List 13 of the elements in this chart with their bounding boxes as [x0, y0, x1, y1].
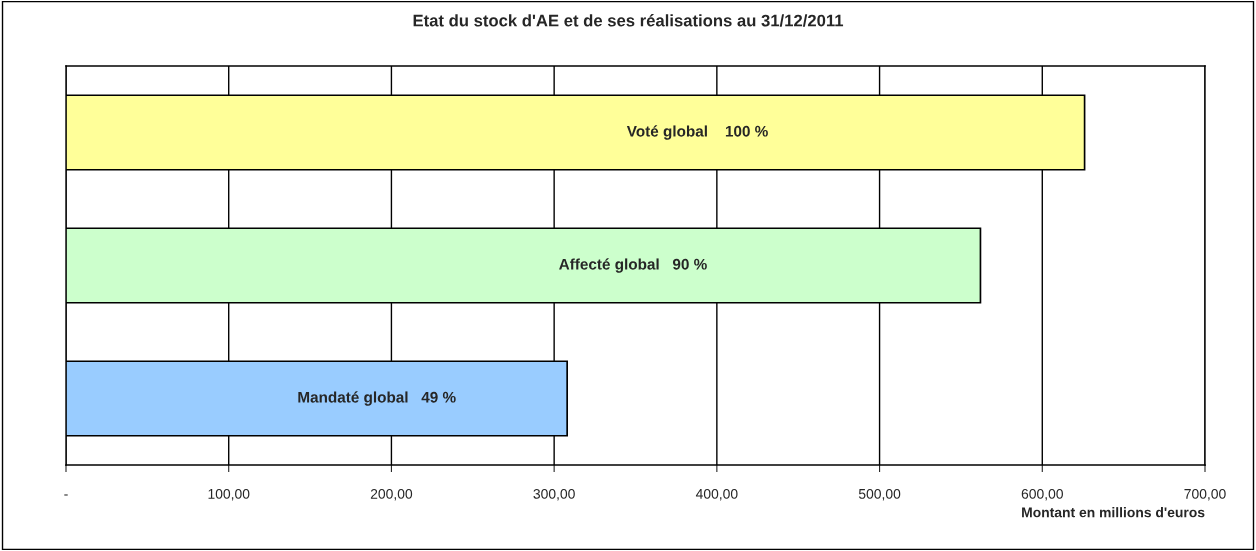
- x-tick-label: 200,00: [370, 488, 413, 501]
- chart-title: Etat du stock d'AE et de ses réalisations au 31/12/2011: [413, 14, 844, 27]
- x-tick-label: 100,00: [208, 488, 250, 501]
- data-label: Mandaté global 49 %: [298, 391, 456, 406]
- x-axis-title: Montant en millions d'euros: [1022, 507, 1205, 518]
- data-label: Affecté global 90 %: [559, 258, 707, 273]
- x-tick-label: 700,00: [1184, 488, 1226, 501]
- x-tick-label: -: [64, 494, 68, 496]
- x-tick-label: 500,00: [858, 488, 901, 501]
- data-label: Voté global 100 %: [626, 125, 768, 140]
- x-tick-label: 400,00: [695, 488, 738, 501]
- x-tick-label: 300,00: [533, 488, 575, 501]
- x-tick-label: 600,00: [1021, 488, 1063, 501]
